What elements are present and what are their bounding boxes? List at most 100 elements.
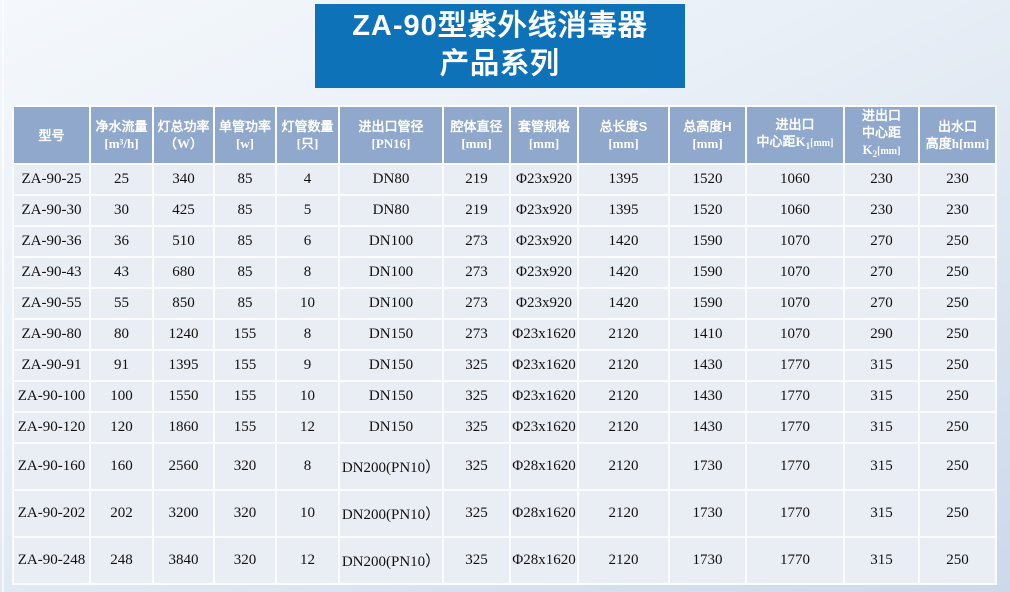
cell-inlet-outlet-diameter: DN200(PN10） <box>340 444 442 489</box>
cell-sleeve-spec: Φ28x1620 <box>511 444 577 489</box>
cell-center-distance-k1: 1070 <box>747 320 843 349</box>
header-line1: 腔体直径 <box>450 119 503 134</box>
title-line-1: ZA-90型紫外线消毒器 <box>352 10 648 42</box>
cell-center-distance-k1: 1070 <box>747 227 843 256</box>
cell-single-lamp-power: 155 <box>215 413 275 442</box>
header-line2: 中心距K2[mm] <box>846 124 917 163</box>
cell-center-distance-k2: 315 <box>845 351 918 380</box>
cell-model: ZA-90-36 <box>14 227 89 256</box>
header-unit-text: 中心距K <box>756 133 806 149</box>
col-header-flow: 净水流量 [m³/h] <box>91 107 152 163</box>
header-line1: 进出口管径 <box>358 119 424 134</box>
col-header-model: 型号 <box>14 107 89 163</box>
cell-sleeve-spec: Φ23x920 <box>511 258 577 287</box>
header-subscript: 1 <box>805 140 811 151</box>
cell-center-distance-k2: 230 <box>845 165 918 194</box>
table-row: ZA-90-100 100 1550 155 10 DN150 325 Φ23x1620 212… <box>14 382 995 411</box>
cell-model: ZA-90-25 <box>14 165 89 194</box>
col-header-chamber-diameter: 腔体直径 [mm] <box>444 107 509 163</box>
cell-inlet-outlet-diameter: DN150 <box>340 382 442 411</box>
cell-total-length: 2120 <box>579 538 668 583</box>
cell-single-lamp-power: 155 <box>215 320 275 349</box>
header-line1: 灯总功率 <box>157 119 210 134</box>
cell-sleeve-spec: Φ23x1620 <box>511 351 577 380</box>
cell-total-lamp-power: 1860 <box>154 413 213 442</box>
table-row: ZA-90-202 202 3200 320 10 DN200(PN10） 325 Φ28x1… <box>14 491 995 536</box>
cell-total-length: 1395 <box>579 196 668 225</box>
table-row: ZA-90-80 80 1240 155 8 DN150 273 Φ23x1620 2120 14… <box>14 320 995 349</box>
table-row: ZA-90-120 120 1860 155 12 DN150 325 Φ23x1620 212… <box>14 413 995 442</box>
header-subscript: 2 <box>872 149 878 159</box>
cell-model: ZA-90-160 <box>14 444 89 489</box>
cell-total-height: 1430 <box>670 413 745 442</box>
header-line2: [mm] <box>445 135 508 152</box>
header-line1: 净水流量 <box>95 119 148 134</box>
cell-inlet-outlet-diameter: DN150 <box>340 320 442 349</box>
header-line2: [mm] <box>580 135 667 152</box>
header-unit-text: [mm] <box>692 136 723 151</box>
cell-lamp-count: 12 <box>277 538 338 583</box>
header-line1: 单管功率 <box>218 119 271 134</box>
table-row: ZA-90-160 160 2560 320 8 DN200(PN10） 325 Φ28x16… <box>14 444 995 489</box>
cell-lamp-count: 12 <box>277 413 338 442</box>
cell-single-lamp-power: 320 <box>215 491 275 536</box>
cell-center-distance-k2: 270 <box>845 258 918 287</box>
cell-sleeve-spec: Φ23x1620 <box>511 382 577 411</box>
cell-center-distance-k2: 315 <box>845 444 918 489</box>
cell-center-distance-k2: 315 <box>845 382 918 411</box>
cell-total-length: 2120 <box>579 491 668 536</box>
cell-inlet-outlet-diameter: DN100 <box>340 289 442 318</box>
cell-center-distance-k1: 1070 <box>747 289 843 318</box>
cell-chamber-diameter: 273 <box>444 320 509 349</box>
cell-total-height: 1520 <box>670 196 745 225</box>
cell-total-lamp-power: 340 <box>154 165 213 194</box>
header-line1: 进出口 <box>775 116 815 132</box>
cell-total-length: 2120 <box>579 413 668 442</box>
cell-flow: 55 <box>91 289 152 318</box>
cell-total-length: 2120 <box>579 382 668 411</box>
header-unit-text: [m³/h] <box>104 136 139 151</box>
cell-total-height: 1590 <box>670 258 745 287</box>
cell-outlet-height: 250 <box>920 289 995 318</box>
cell-sleeve-spec: Φ23x920 <box>511 165 577 194</box>
title-line-2: 产品系列 <box>439 48 560 80</box>
cell-center-distance-k1: 1770 <box>747 444 843 489</box>
cell-outlet-height: 250 <box>920 320 995 349</box>
cell-outlet-height: 250 <box>920 227 995 256</box>
header-unit-bracket: [mm] <box>877 146 901 157</box>
header-line2: 中心距K1[mm] <box>748 133 842 155</box>
cell-single-lamp-power: 85 <box>215 258 275 287</box>
cell-lamp-count: 10 <box>277 289 338 318</box>
cell-total-lamp-power: 1550 <box>154 382 213 411</box>
cell-model: ZA-90-30 <box>14 196 89 225</box>
cell-sleeve-spec: Φ23x920 <box>511 289 577 318</box>
cell-center-distance-k2: 315 <box>845 538 918 583</box>
table-row: ZA-90-248 248 3840 320 12 DN200(PN10） 325 Φ28x1… <box>14 538 995 583</box>
cell-single-lamp-power: 320 <box>215 538 275 583</box>
col-header-center-distance-k1: 进出口 中心距K1[mm] <box>747 107 843 163</box>
cell-center-distance-k2: 290 <box>845 320 918 349</box>
cell-total-height: 1730 <box>670 491 745 536</box>
cell-sleeve-spec: Φ28x1620 <box>511 538 577 583</box>
cell-outlet-height: 230 <box>920 196 995 225</box>
cell-flow: 43 <box>91 258 152 287</box>
cell-total-lamp-power: 3840 <box>154 538 213 583</box>
cell-flow: 100 <box>91 382 152 411</box>
header-unit-text: （W） <box>163 136 203 151</box>
cell-sleeve-spec: Φ23x920 <box>511 196 577 225</box>
col-header-lamp-count: 灯管数量 [只] <box>277 107 338 163</box>
cell-center-distance-k1: 1060 <box>747 196 843 225</box>
cell-outlet-height: 250 <box>920 382 995 411</box>
header-line2: [m³/h] <box>92 135 151 152</box>
cell-center-distance-k2: 315 <box>845 491 918 536</box>
table-row: ZA-90-36 36 510 85 6 DN100 273 Φ23x920 1420 1590 1… <box>14 227 995 256</box>
table-row: ZA-90-43 43 680 85 8 DN100 273 Φ23x920 1420 1590 1… <box>14 258 995 287</box>
cell-single-lamp-power: 155 <box>215 382 275 411</box>
cell-total-lamp-power: 850 <box>154 289 213 318</box>
cell-lamp-count: 5 <box>277 196 338 225</box>
cell-chamber-diameter: 325 <box>444 538 509 583</box>
cell-center-distance-k2: 230 <box>845 196 918 225</box>
cell-chamber-diameter: 219 <box>444 165 509 194</box>
cell-model: ZA-90-100 <box>14 382 89 411</box>
